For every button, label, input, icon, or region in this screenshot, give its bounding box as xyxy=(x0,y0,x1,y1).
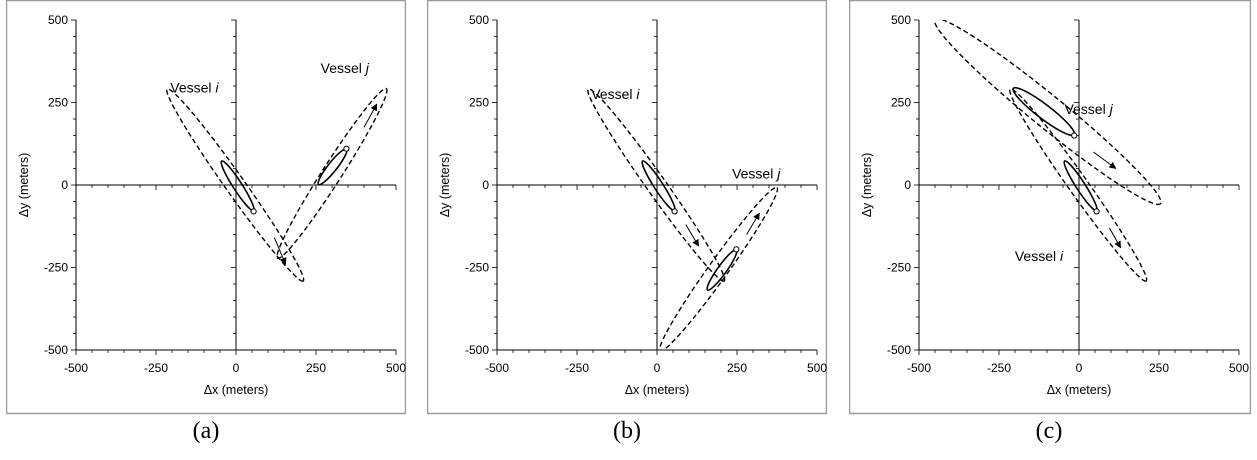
x-tick-label: 250 xyxy=(727,361,747,375)
panel-frame xyxy=(6,0,406,415)
vessel-j-label: Vessel j xyxy=(321,60,370,76)
vessel-j-uncertainty-ellipse xyxy=(933,20,1162,206)
x-tick-label: -500 xyxy=(485,361,509,375)
x-tick-label: 0 xyxy=(233,361,240,375)
vessel-j-label: Vessel j xyxy=(732,165,781,181)
vessel-j-uncertainty-ellipse xyxy=(276,87,388,260)
vessel-i-heading-arrow xyxy=(273,237,287,265)
y-tick-label: 500 xyxy=(469,13,489,27)
vessel-i-heading-arrow xyxy=(1108,227,1122,249)
vessel-j-position-marker xyxy=(343,145,350,152)
y-tick-label: 500 xyxy=(891,13,911,27)
vessel-j-position-marker xyxy=(1071,132,1078,139)
x-tick-label: 500 xyxy=(807,361,827,375)
vessel-i-label: Vessel i xyxy=(170,80,219,96)
vessel-j-heading-arrow xyxy=(1093,151,1117,169)
vessel-i-ellipse xyxy=(220,160,255,212)
vessel-i-heading-arrow xyxy=(685,224,700,247)
vessel-i-uncertainty-ellipse xyxy=(1009,88,1148,282)
vessel-j-ellipse xyxy=(317,148,348,186)
y-tick-label: -250 xyxy=(44,261,68,275)
vessel-i-uncertainty-ellipse xyxy=(166,88,305,282)
x-tick-label: -250 xyxy=(987,361,1011,375)
x-tick-label: 250 xyxy=(306,361,326,375)
chart-a: -500 -250 0 250 500 500 250 0 -250 -500 Δx (meters… xyxy=(6,0,406,415)
vessel-i-position-marker xyxy=(1093,208,1100,215)
x-tick-label: 500 xyxy=(386,361,406,375)
x-tick-label: -250 xyxy=(144,361,168,375)
plot-area xyxy=(933,20,1162,282)
y-tick-label: -500 xyxy=(44,343,68,357)
panel-frame xyxy=(427,0,827,415)
x-tick-label: 0 xyxy=(1076,361,1083,375)
vessel-i-ellipse xyxy=(641,160,676,212)
chart-c: -500 -250 0 250 500 500 250 0 -250 -500 Δx (meters… xyxy=(849,0,1251,415)
y-tick-label: 250 xyxy=(891,96,911,110)
vessel-j-label: Vessel j xyxy=(1064,101,1113,117)
y-tick-label: -500 xyxy=(465,343,489,357)
plot-area xyxy=(166,87,388,282)
panel-frame xyxy=(849,0,1251,415)
vessel-i-label: Vessel i xyxy=(591,86,640,102)
vessel-j-heading-arrow xyxy=(746,212,760,235)
x-tick-label: 0 xyxy=(654,361,661,375)
vessel-i-ellipse xyxy=(1063,160,1098,212)
y-tick-label: 0 xyxy=(482,178,489,192)
panel-b: -500 -250 0 250 500 500 250 0 -250 -500 Δx (meters… xyxy=(427,0,827,460)
panel-label-b: (b) xyxy=(613,418,641,444)
x-tick-label: 250 xyxy=(1149,361,1169,375)
vessel-i-position-marker xyxy=(671,208,678,215)
x-tick-label: -250 xyxy=(565,361,589,375)
y-tick-label: -250 xyxy=(465,261,489,275)
panel-c: -500 -250 0 250 500 500 250 0 -250 -500 Δx (meters… xyxy=(849,0,1251,460)
vessel-i-label: Vessel i xyxy=(1015,248,1064,264)
plot-area xyxy=(587,88,779,350)
x-tick-label: 500 xyxy=(1229,361,1249,375)
panel-label-c: (c) xyxy=(1035,418,1063,444)
panel-label-a: (a) xyxy=(192,418,220,444)
y-tick-label: 250 xyxy=(469,96,489,110)
vessel-j-uncertainty-ellipse xyxy=(658,186,779,350)
y-tick-label: 250 xyxy=(48,96,68,110)
vessel-j-position-marker xyxy=(733,246,740,253)
chart-b: -500 -250 0 250 500 500 250 0 -250 -500 Δx (meters… xyxy=(427,0,827,415)
x-axis-label: Δx (meters) xyxy=(204,383,269,397)
x-tick-label: -500 xyxy=(907,361,931,375)
y-tick-label: 0 xyxy=(904,178,911,192)
vessel-i-position-marker xyxy=(250,208,257,215)
vessel-i-uncertainty-ellipse xyxy=(587,88,726,282)
y-tick-label: -500 xyxy=(887,343,911,357)
panel-a: -500 -250 0 250 500 500 250 0 -250 -500 Δx (meters… xyxy=(6,0,406,460)
x-tick-label: -500 xyxy=(64,361,88,375)
y-tick-label: 500 xyxy=(48,13,68,27)
y-axis-label: Δy (meters) xyxy=(860,153,874,218)
y-axis-label: Δy (meters) xyxy=(17,153,31,218)
y-tick-label: 0 xyxy=(61,178,68,192)
y-tick-label: -250 xyxy=(887,261,911,275)
x-axis-label: Δx (meters) xyxy=(1047,383,1112,397)
y-axis-label: Δy (meters) xyxy=(438,153,452,218)
x-axis-label: Δx (meters) xyxy=(625,383,690,397)
vessel-j-heading-arrow xyxy=(363,103,378,128)
